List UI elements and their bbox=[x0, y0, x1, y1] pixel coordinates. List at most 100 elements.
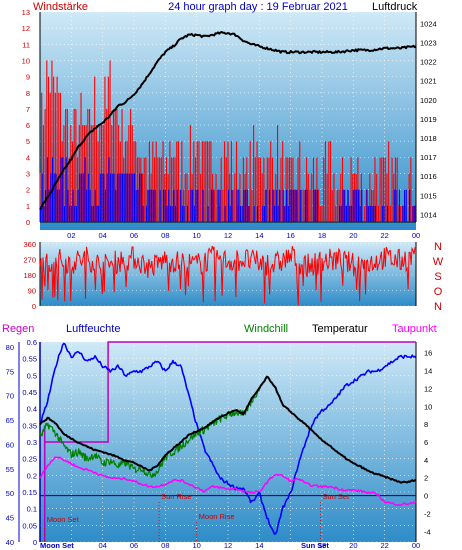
rain-tick-label: 0.15 bbox=[22, 488, 37, 497]
climate-x-tick-label: 18 bbox=[318, 541, 326, 550]
wind-tick-label: 5 bbox=[26, 137, 30, 146]
pressure-tick-label: 1017 bbox=[420, 153, 437, 162]
climate-x-tick-label: 12 bbox=[224, 541, 232, 550]
rain-axis-label: Regen bbox=[2, 323, 34, 335]
direction-tick-label: 270 bbox=[23, 256, 36, 265]
pressure-tick-label: 1022 bbox=[420, 58, 437, 67]
rain-tick-label: 0 bbox=[33, 538, 37, 547]
dewpoint-label: Taupunkt bbox=[392, 323, 437, 335]
rain-tick-label: 0.2 bbox=[27, 471, 37, 480]
direction-tick-label: 0 bbox=[32, 302, 36, 311]
wind-x-tick-label: 18 bbox=[318, 231, 326, 240]
wind-tick-label: 9 bbox=[26, 73, 30, 82]
wind-tick-label: 1 bbox=[26, 202, 30, 211]
dewpoint-line bbox=[39, 456, 417, 506]
pressure-line bbox=[39, 31, 417, 211]
wind-tick-label: 11 bbox=[22, 40, 30, 49]
wind-tick-label: 6 bbox=[26, 121, 30, 130]
chart-title: 24 hour graph day : 19 Februar 2021 bbox=[168, 1, 348, 13]
direction-letter: N bbox=[434, 241, 442, 253]
temperature-tick-label: 4 bbox=[424, 456, 428, 465]
climate-x-tick-label: 10 bbox=[192, 541, 200, 550]
direction-letter: S bbox=[434, 271, 441, 283]
humidity-label: Luftfeuchte bbox=[66, 323, 120, 335]
event-label: Moon Rise bbox=[199, 512, 235, 521]
rain-tick-label: 0.5 bbox=[27, 371, 37, 380]
rain-tick-label: 0.45 bbox=[22, 388, 37, 397]
humidity-tick-label: 65 bbox=[6, 416, 14, 425]
temperature-tick-label: -4 bbox=[424, 527, 431, 536]
wind-tick-label: 10 bbox=[22, 56, 30, 65]
humidity-tick-label: 50 bbox=[6, 489, 14, 498]
direction-letter: O bbox=[434, 286, 443, 298]
wind-tick-label: 4 bbox=[26, 153, 30, 162]
humidity-tick-label: 80 bbox=[6, 343, 14, 352]
wind-tick-label: 8 bbox=[26, 89, 30, 98]
wind-axis-label: Windstärke bbox=[33, 1, 88, 13]
wind-tick-label: 12 bbox=[22, 24, 30, 33]
humidity-tick-label: 55 bbox=[6, 465, 14, 474]
pressure-tick-label: 1015 bbox=[420, 191, 437, 200]
wind-tick-label: 13 bbox=[22, 8, 30, 17]
humidity-tick-label: 75 bbox=[6, 367, 14, 376]
temperature-tick-label: 0 bbox=[424, 492, 428, 501]
temperature-tick-label: -2 bbox=[424, 509, 431, 518]
temperature-tick-label: 16 bbox=[424, 349, 432, 358]
humidity-tick-label: 40 bbox=[6, 538, 14, 547]
rain-tick-label: 0.6 bbox=[27, 338, 37, 347]
temperature-tick-label: 8 bbox=[424, 420, 428, 429]
direction-tick-label: 360 bbox=[23, 240, 36, 249]
climate-x-tick-label: 20 bbox=[349, 541, 357, 550]
pressure-tick-label: 1016 bbox=[420, 172, 437, 181]
event-label: Sun Rise bbox=[161, 492, 191, 501]
pressure-tick-label: 1019 bbox=[420, 115, 437, 124]
rain-tick-label: 0.4 bbox=[27, 405, 37, 414]
pressure-axis-label: Luftdruck bbox=[372, 1, 418, 13]
temperature-label: Temperatur bbox=[312, 323, 368, 335]
bottom-sun-set-label: Sun Set bbox=[301, 541, 329, 550]
rain-tick-label: 0.25 bbox=[22, 455, 37, 464]
temperature-tick-label: 10 bbox=[424, 402, 432, 411]
rain-tick-label: 0.1 bbox=[27, 505, 37, 514]
pressure-tick-label: 1021 bbox=[420, 77, 437, 86]
direction-letter: W bbox=[433, 256, 444, 268]
pressure-tick-label: 1024 bbox=[420, 19, 437, 28]
rain-tick-label: 0.05 bbox=[22, 521, 37, 530]
wind-x-tick-label: 06 bbox=[130, 231, 138, 240]
humidity-tick-label: 60 bbox=[6, 440, 14, 449]
wind-tick-label: 2 bbox=[26, 186, 30, 195]
temperature-tick-label: 6 bbox=[424, 438, 428, 447]
climate-x-tick-label: 00 bbox=[412, 541, 420, 550]
bottom-moon-set-label: Moon Set bbox=[40, 541, 74, 550]
temperature-tick-label: 2 bbox=[424, 474, 428, 483]
temperature-tick-label: 14 bbox=[424, 367, 432, 376]
pressure-tick-label: 1023 bbox=[420, 39, 437, 48]
pressure-tick-label: 1014 bbox=[420, 210, 437, 219]
wind-tick-label: 0 bbox=[26, 218, 30, 227]
wind-x-tick-label: 02 bbox=[67, 231, 75, 240]
direction-tick-label: 180 bbox=[23, 271, 36, 280]
climate-x-tick-label: 04 bbox=[98, 541, 106, 550]
wind-x-tick-label: 12 bbox=[224, 231, 232, 240]
wind-x-tick-label: 22 bbox=[380, 231, 388, 240]
pressure-tick-label: 1018 bbox=[420, 134, 437, 143]
wind-x-tick-label: 08 bbox=[161, 231, 169, 240]
humidity-line bbox=[39, 342, 417, 535]
event-label: Moon Set bbox=[47, 515, 80, 524]
event-label: Sun Set bbox=[322, 492, 350, 501]
climate-x-tick-label: 06 bbox=[130, 541, 138, 550]
wind-x-tick-label: 14 bbox=[255, 231, 263, 240]
humidity-tick-label: 45 bbox=[6, 514, 14, 523]
climate-x-tick-label: 08 bbox=[161, 541, 169, 550]
rain-tick-label: 0.55 bbox=[22, 355, 37, 364]
direction-line bbox=[39, 245, 417, 306]
climate-x-tick-label: 14 bbox=[255, 541, 263, 550]
rain-tick-label: 0.35 bbox=[22, 421, 37, 430]
direction-tick-label: 90 bbox=[28, 287, 36, 296]
direction-letter: N bbox=[434, 301, 442, 313]
windchill-label: Windchill bbox=[244, 323, 288, 335]
wind-x-tick-label: 20 bbox=[349, 231, 357, 240]
pressure-tick-label: 1020 bbox=[420, 96, 437, 105]
